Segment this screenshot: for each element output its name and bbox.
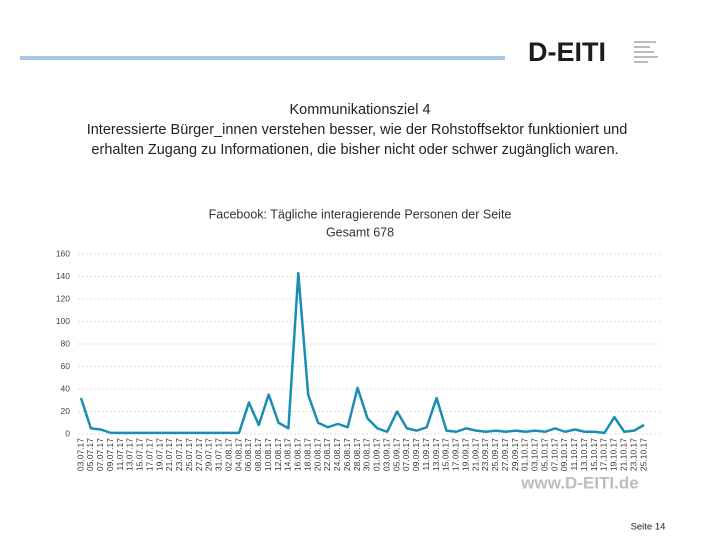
y-tick-label: 140 xyxy=(56,271,70,281)
x-tick-label: 29.09.17 xyxy=(510,438,520,471)
x-tick-label: 31.07.17 xyxy=(214,438,224,471)
x-tick-label: 12.08.17 xyxy=(273,438,283,471)
logo: D-EITI xyxy=(528,37,606,67)
x-tick-label: 17.10.17 xyxy=(599,438,609,471)
y-tick-label: 120 xyxy=(56,293,70,303)
x-tick-label: 25.10.17 xyxy=(638,438,648,471)
y-tick-label: 60 xyxy=(61,361,71,371)
x-tick-label: 19.10.17 xyxy=(609,438,619,471)
x-tick-label: 23.10.17 xyxy=(628,438,638,471)
x-tick-label: 27.09.17 xyxy=(500,438,510,471)
chart-subtitle: Gesamt 678 xyxy=(326,225,394,239)
x-tick-label: 21.09.17 xyxy=(470,438,480,471)
x-tick-label: 05.10.17 xyxy=(539,438,549,471)
x-tick-label: 20.08.17 xyxy=(312,438,322,471)
x-tick-label: 19.09.17 xyxy=(460,438,470,471)
x-tick-label: 21.10.17 xyxy=(618,438,628,471)
x-tick-label: 08.08.17 xyxy=(253,438,263,471)
x-tick-label: 15.10.17 xyxy=(589,438,599,471)
x-tick-label: 25.07.17 xyxy=(184,438,194,471)
x-tick-label: 07.09.17 xyxy=(401,438,411,471)
y-tick-label: 80 xyxy=(61,338,71,348)
series-line xyxy=(79,271,645,435)
x-tick-label: 06.08.17 xyxy=(243,438,253,471)
x-tick-label: 13.09.17 xyxy=(431,438,441,471)
x-tick-label: 01.10.17 xyxy=(520,438,530,471)
x-tick-label: 29.07.17 xyxy=(204,438,214,471)
x-tick-label: 23.09.17 xyxy=(480,438,490,471)
x-tick-label: 11.10.17 xyxy=(569,438,579,471)
x-tick-label: 15.09.17 xyxy=(441,438,451,471)
slide-title: Interessierte Bürger_innen verstehen bes… xyxy=(87,122,628,138)
x-tick-label: 16.08.17 xyxy=(293,438,303,471)
x-tick-label: 11.07.17 xyxy=(115,438,125,471)
x-tick-label: 11.09.17 xyxy=(421,438,431,471)
x-tick-label: 25.09.17 xyxy=(490,438,500,471)
x-tick-label: 07.10.17 xyxy=(549,438,559,471)
slide-title: erhalten Zugang zu Informationen, die bi… xyxy=(91,142,618,158)
x-tick-label: 07.07.17 xyxy=(95,438,105,471)
x-tick-label: 30.08.17 xyxy=(362,438,372,471)
x-tick-label: 27.07.17 xyxy=(194,438,204,471)
y-tick-label: 40 xyxy=(61,383,71,393)
y-tick-label: 160 xyxy=(56,248,70,258)
url: www.D-EITI.de xyxy=(520,473,638,492)
x-tick-label: 14.08.17 xyxy=(283,438,293,471)
x-tick-label: 13.10.17 xyxy=(579,438,589,471)
logo-small-text xyxy=(634,41,658,63)
x-tick-label: 03.07.17 xyxy=(75,438,85,471)
x-tick-label: 09.09.17 xyxy=(411,438,421,471)
slide-title: Kommunikationsziel 4 xyxy=(289,102,430,118)
y-tick-label: 100 xyxy=(56,316,70,326)
x-tick-label: 03.10.17 xyxy=(530,438,540,471)
x-tick-label: 18.08.17 xyxy=(302,438,312,471)
x-tick-label: 19.07.17 xyxy=(154,438,164,471)
x-tick-label: 15.07.17 xyxy=(135,438,145,471)
x-tick-label: 02.08.17 xyxy=(223,438,233,471)
x-tick-label: 10.08.17 xyxy=(263,438,273,471)
x-tick-label: 22.08.17 xyxy=(322,438,332,471)
x-tick-label: 13.07.17 xyxy=(125,438,135,471)
x-tick-label: 09.07.17 xyxy=(105,438,115,471)
x-tick-label: 28.08.17 xyxy=(352,438,362,471)
x-tick-label: 05.09.17 xyxy=(391,438,401,471)
y-tick-label: 20 xyxy=(61,406,71,416)
x-tick-label: 09.10.17 xyxy=(559,438,569,471)
y-tick-label: 0 xyxy=(65,428,70,438)
x-tick-label: 24.08.17 xyxy=(332,438,342,471)
x-tick-label: 17.09.17 xyxy=(451,438,461,471)
x-tick-label: 23.07.17 xyxy=(174,438,184,471)
x-tick-label: 17.07.17 xyxy=(144,438,154,471)
x-tick-label: 04.08.17 xyxy=(233,438,243,471)
page-number: Seite 14 xyxy=(631,522,666,533)
chart-title: Facebook: Tägliche interagierende Person… xyxy=(209,207,512,221)
x-tick-label: 21.07.17 xyxy=(164,438,174,471)
x-tick-label: 05.07.17 xyxy=(85,438,95,471)
x-tick-label: 03.09.17 xyxy=(381,438,391,471)
x-tick-label: 01.09.17 xyxy=(372,438,382,471)
x-tick-label: 26.08.17 xyxy=(342,438,352,471)
